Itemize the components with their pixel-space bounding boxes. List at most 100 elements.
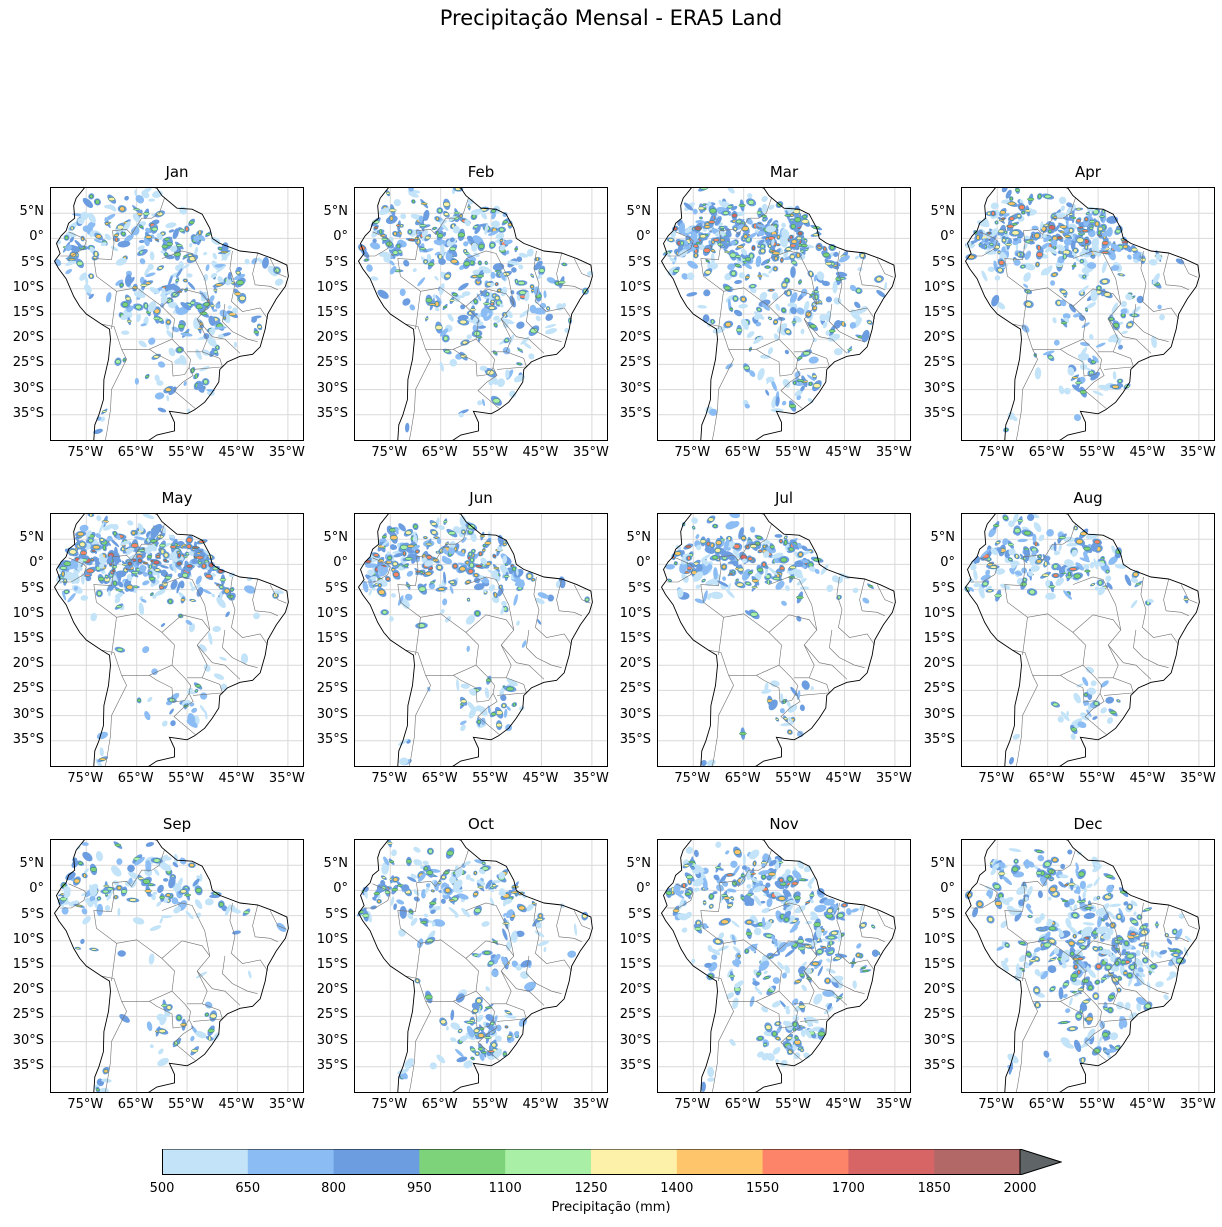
precip-cell bbox=[1041, 233, 1047, 239]
precip-cell bbox=[1067, 367, 1075, 376]
precip-cell bbox=[1066, 204, 1076, 216]
precip-cell bbox=[492, 263, 505, 271]
precip-cell bbox=[693, 849, 699, 858]
precip-core bbox=[777, 235, 780, 239]
country-border bbox=[1180, 258, 1198, 278]
precip-core bbox=[531, 902, 536, 905]
precip-core bbox=[1115, 229, 1121, 234]
precip-core bbox=[780, 257, 784, 263]
precip-cell bbox=[110, 246, 119, 252]
precip-cell bbox=[480, 877, 484, 882]
precip-core bbox=[402, 551, 406, 556]
precip-core bbox=[475, 564, 483, 568]
precip-cell bbox=[519, 309, 530, 318]
lat-tick-label: 35°S bbox=[619, 405, 651, 421]
country-border bbox=[1098, 677, 1134, 696]
precip-cell bbox=[545, 324, 557, 329]
country-border bbox=[1180, 584, 1198, 604]
precip-core bbox=[477, 885, 484, 889]
precip-core bbox=[1084, 217, 1089, 222]
coastline bbox=[964, 514, 1200, 766]
precip-core bbox=[63, 578, 67, 583]
precip-cell bbox=[700, 554, 711, 562]
precip-cell bbox=[876, 289, 886, 298]
precip-cell bbox=[509, 390, 517, 398]
precip-core bbox=[98, 576, 105, 581]
precip-cell bbox=[114, 592, 124, 599]
lat-tick-label: 30°S bbox=[316, 380, 348, 396]
precip-cell bbox=[149, 925, 162, 932]
precip-core bbox=[1073, 248, 1078, 253]
precip-core bbox=[514, 247, 519, 251]
precip-core bbox=[1112, 384, 1119, 389]
precip-cell bbox=[792, 998, 799, 1006]
precip-cell bbox=[99, 747, 104, 757]
precip-cell bbox=[567, 950, 577, 958]
lon-tick-label: 45°W bbox=[825, 445, 862, 460]
country-border bbox=[252, 579, 278, 617]
precip-core bbox=[385, 191, 391, 195]
precip-cell bbox=[450, 1037, 457, 1042]
precip-cell bbox=[219, 591, 223, 599]
precip-core bbox=[404, 557, 413, 561]
precip-core bbox=[467, 206, 472, 209]
precip-cell bbox=[1090, 542, 1098, 552]
precip-core bbox=[741, 536, 746, 541]
precip-core bbox=[364, 258, 369, 262]
country-border bbox=[1107, 318, 1152, 354]
precip-core bbox=[506, 686, 514, 691]
precip-core bbox=[420, 202, 428, 205]
precip-cell bbox=[485, 879, 493, 889]
country-border bbox=[708, 613, 782, 676]
precip-core bbox=[987, 231, 992, 235]
precip-cell bbox=[710, 253, 715, 265]
precip-cell bbox=[218, 334, 224, 339]
precip-cell bbox=[399, 757, 409, 766]
precip-core bbox=[668, 579, 672, 582]
precip-cell bbox=[522, 341, 532, 349]
precip-core bbox=[145, 235, 153, 239]
precip-cell bbox=[1012, 514, 1019, 524]
precip-core bbox=[707, 517, 715, 522]
precip-cell bbox=[484, 687, 490, 699]
precip-core bbox=[457, 232, 466, 238]
map-panel-jan: Jan 5°N 0° 5°S 10°S 15°S 20°S 25°S 30°S 35°S 75°W 6… bbox=[13, 163, 305, 460]
precip-cell bbox=[191, 558, 198, 565]
precip-cell bbox=[519, 706, 525, 711]
precip-cell bbox=[481, 211, 487, 220]
lon-tick-label: 45°W bbox=[522, 445, 559, 460]
lat-tick-label: 25°S bbox=[923, 355, 955, 371]
precip-core bbox=[797, 356, 803, 360]
precip-core bbox=[733, 296, 738, 301]
precip-core bbox=[585, 597, 590, 602]
precip-core bbox=[713, 238, 720, 242]
precip-core bbox=[59, 897, 68, 902]
precip-cell bbox=[369, 242, 381, 250]
precip-core bbox=[437, 208, 442, 213]
precip-core bbox=[478, 1033, 485, 1038]
precip-cell bbox=[711, 579, 719, 587]
precip-core bbox=[102, 889, 109, 894]
precip-cell bbox=[408, 192, 419, 198]
precip-cell bbox=[476, 293, 482, 302]
precip-cell bbox=[1094, 561, 1106, 567]
precip-cell bbox=[172, 862, 179, 868]
precip-core bbox=[465, 580, 471, 584]
precip-cell bbox=[1001, 199, 1010, 204]
country-border bbox=[1060, 664, 1102, 703]
country-border bbox=[173, 367, 196, 410]
precip-cell bbox=[1058, 385, 1065, 395]
lon-tick-label: 35°W bbox=[1179, 771, 1216, 786]
precip-core bbox=[492, 554, 497, 558]
lat-tick-label: 25°S bbox=[619, 681, 651, 697]
precip-cell bbox=[773, 333, 780, 341]
precip-cell bbox=[101, 1078, 112, 1083]
precip-core bbox=[1109, 317, 1114, 321]
country-border bbox=[364, 231, 391, 257]
precip-core bbox=[1048, 229, 1052, 234]
precip-cell bbox=[1108, 249, 1116, 261]
precip-cell bbox=[536, 274, 543, 280]
precip-cell bbox=[688, 247, 697, 252]
precip-field bbox=[57, 841, 287, 1092]
precip-core bbox=[150, 559, 154, 563]
